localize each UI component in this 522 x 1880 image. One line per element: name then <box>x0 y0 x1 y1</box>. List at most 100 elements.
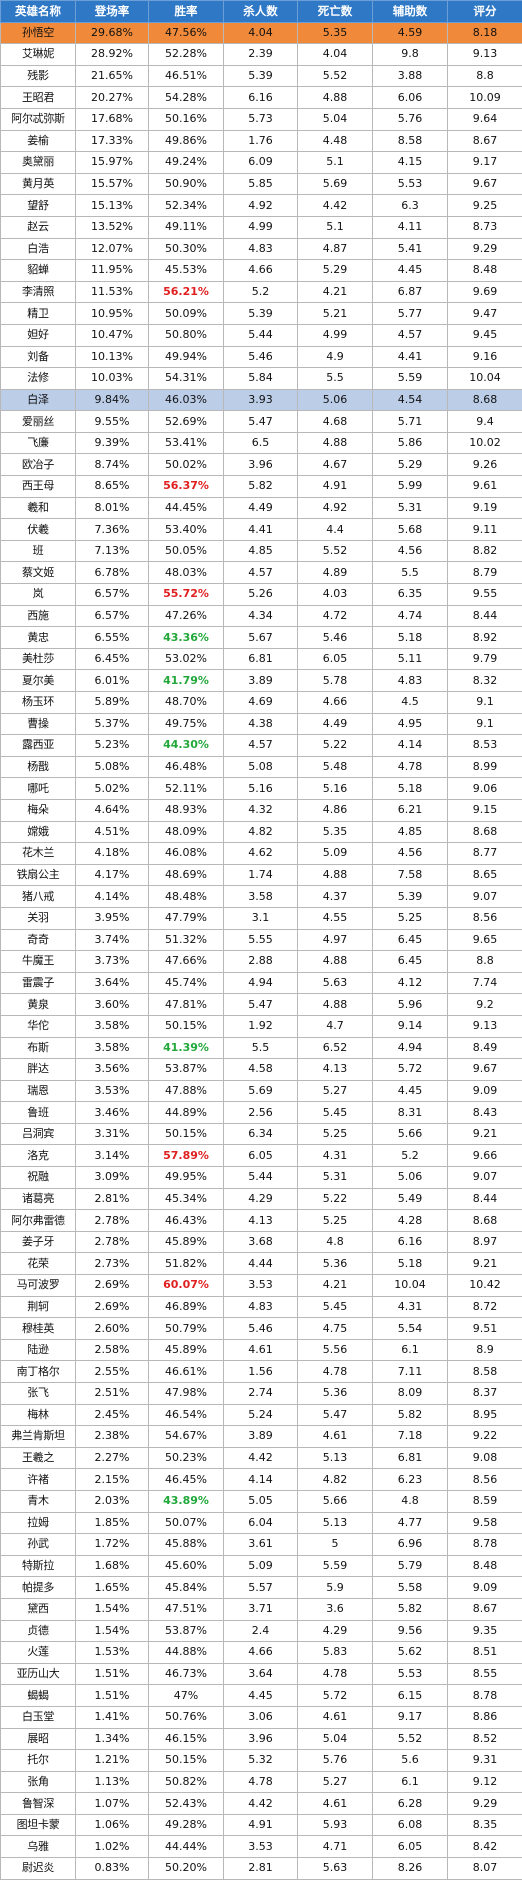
kills-cell: 3.96 <box>224 1728 298 1750</box>
deaths-cell: 4.97 <box>298 929 373 951</box>
pick-rate-cell: 4.17% <box>76 864 149 886</box>
score-cell: 9.07 <box>448 886 522 908</box>
pick-rate-cell: 3.53% <box>76 1080 149 1102</box>
pick-rate-cell: 1.53% <box>76 1642 149 1664</box>
deaths-cell: 5.25 <box>298 1123 373 1145</box>
score-cell: 9.31 <box>448 1750 522 1772</box>
assists-cell: 4.14 <box>373 735 448 757</box>
score-cell: 8.56 <box>448 1469 522 1491</box>
kills-cell: 3.58 <box>224 886 298 908</box>
kills-cell: 2.4 <box>224 1620 298 1642</box>
hero-name-cell: 曹操 <box>1 713 76 735</box>
pick-rate-cell: 3.31% <box>76 1123 149 1145</box>
header-pick-rate[interactable]: 登场率 <box>76 1 149 23</box>
kills-cell: 4.91 <box>224 1814 298 1836</box>
kills-cell: 3.64 <box>224 1663 298 1685</box>
assists-cell: 6.08 <box>373 1814 448 1836</box>
kills-cell: 4.29 <box>224 1188 298 1210</box>
deaths-cell: 5.35 <box>298 22 373 44</box>
win-rate-cell: 49.24% <box>149 152 224 174</box>
hero-name-cell: 西施 <box>1 605 76 627</box>
win-rate-cell: 51.82% <box>149 1253 224 1275</box>
deaths-cell: 4.7 <box>298 1015 373 1037</box>
pick-rate-cell: 9.84% <box>76 389 149 411</box>
score-cell: 9.61 <box>448 476 522 498</box>
hero-name-cell: 陆逊 <box>1 1339 76 1361</box>
win-rate-cell: 50.23% <box>149 1447 224 1469</box>
score-cell: 10.09 <box>448 87 522 109</box>
score-cell: 8.67 <box>448 1598 522 1620</box>
win-rate-cell: 49.11% <box>149 216 224 238</box>
kills-cell: 4.85 <box>224 540 298 562</box>
win-rate-cell: 45.89% <box>149 1231 224 1253</box>
deaths-cell: 5.47 <box>298 1404 373 1426</box>
header-assists[interactable]: 辅助数 <box>373 1 448 23</box>
kills-cell: 2.39 <box>224 44 298 66</box>
hero-name-cell: 姜榆 <box>1 130 76 152</box>
win-rate-cell: 50.30% <box>149 238 224 260</box>
win-rate-cell: 47.66% <box>149 951 224 973</box>
header-hero-name[interactable]: 英雄名称 <box>1 1 76 23</box>
pick-rate-cell: 6.78% <box>76 562 149 584</box>
deaths-cell: 5.52 <box>298 540 373 562</box>
win-rate-cell: 52.69% <box>149 411 224 433</box>
score-cell: 9.19 <box>448 497 522 519</box>
score-cell: 8.35 <box>448 1814 522 1836</box>
assists-cell: 4.83 <box>373 670 448 692</box>
assists-cell: 6.45 <box>373 929 448 951</box>
assists-cell: 10.04 <box>373 1275 448 1297</box>
assists-cell: 6.45 <box>373 951 448 973</box>
pick-rate-cell: 2.38% <box>76 1426 149 1448</box>
win-rate-cell: 52.28% <box>149 44 224 66</box>
pick-rate-cell: 5.02% <box>76 778 149 800</box>
win-rate-cell: 50.07% <box>149 1512 224 1534</box>
win-rate-cell: 44.45% <box>149 497 224 519</box>
pick-rate-cell: 1.85% <box>76 1512 149 1534</box>
assists-cell: 5.76 <box>373 108 448 130</box>
header-deaths[interactable]: 死亡数 <box>298 1 373 23</box>
hero-name-cell: 黛西 <box>1 1598 76 1620</box>
assists-cell: 6.1 <box>373 1771 448 1793</box>
win-rate-cell: 51.32% <box>149 929 224 951</box>
score-cell: 9.09 <box>448 1080 522 1102</box>
hero-name-cell: 张飞 <box>1 1383 76 1405</box>
deaths-cell: 4.42 <box>298 195 373 217</box>
assists-cell: 9.8 <box>373 44 448 66</box>
deaths-cell: 4.9 <box>298 346 373 368</box>
pick-rate-cell: 3.60% <box>76 994 149 1016</box>
win-rate-cell: 50.76% <box>149 1706 224 1728</box>
pick-rate-cell: 1.13% <box>76 1771 149 1793</box>
pick-rate-cell: 1.54% <box>76 1598 149 1620</box>
assists-cell: 4.94 <box>373 1037 448 1059</box>
kills-cell: 3.61 <box>224 1534 298 1556</box>
header-score[interactable]: 评分 <box>448 1 522 23</box>
header-kills[interactable]: 杀人数 <box>224 1 298 23</box>
kills-cell: 4.13 <box>224 1210 298 1232</box>
hero-name-cell: 蝎蝎 <box>1 1685 76 1707</box>
score-cell: 8.8 <box>448 65 522 87</box>
win-rate-cell: 41.79% <box>149 670 224 692</box>
win-rate-cell: 49.94% <box>149 346 224 368</box>
win-rate-cell: 47% <box>149 1685 224 1707</box>
hero-name-cell: 帕提多 <box>1 1577 76 1599</box>
assists-cell: 5.86 <box>373 432 448 454</box>
kills-cell: 4.99 <box>224 216 298 238</box>
win-rate-cell: 46.89% <box>149 1296 224 1318</box>
assists-cell: 5.18 <box>373 778 448 800</box>
score-cell: 8.44 <box>448 1188 522 1210</box>
deaths-cell: 4.86 <box>298 799 373 821</box>
header-win-rate[interactable]: 胜率 <box>149 1 224 23</box>
pick-rate-cell: 9.55% <box>76 411 149 433</box>
